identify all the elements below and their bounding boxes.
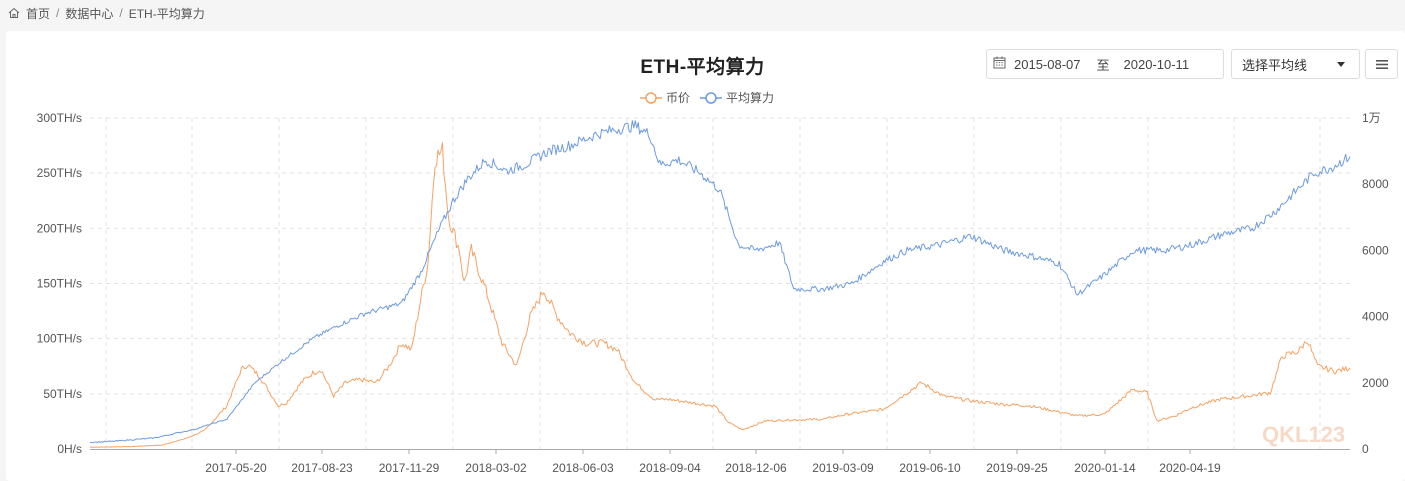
y-left-tick-label: 300TH/s [37,111,82,125]
breadcrumb-data-center[interactable]: 数据中心 [65,6,114,21]
y-left-tick-label: 50TH/s [43,387,82,401]
caret-down-icon [1337,61,1345,67]
y-right-tick-label: 4000 [1362,310,1389,324]
y-left-tick-label: 200TH/s [37,221,82,235]
y-left-tick-label: 150TH/s [37,277,82,291]
x-tick-label: 2017-08-23 [291,461,353,475]
y-left-tick-label: 0H/s [57,442,82,456]
x-tick-label: 2018-09-04 [639,461,701,475]
moving-average-value: 选择平均线 [1242,57,1308,73]
home-icon[interactable] [8,7,20,19]
x-tick-label: 2020-04-19 [1159,461,1221,475]
y-left-tick-label: 250TH/s [37,166,82,180]
hamburger-icon [1375,59,1388,69]
y-right-tick-label: 6000 [1362,243,1389,257]
price-series-line [89,142,1351,448]
y-right-tick-label: 0 [1362,442,1369,456]
x-tick-label: 2018-06-03 [552,461,614,475]
legend-item-price[interactable]: 币价 [640,89,690,106]
x-tick-label: 2020-01-14 [1074,461,1136,475]
date-range-picker[interactable]: 2015-08-07 至 2020-10-11 [986,49,1224,79]
y-right-tick-label: 8000 [1362,177,1389,191]
chart-title: ETH-平均算力 [640,57,765,78]
breadcrumb: 首页 / 数据中心 / ETH-平均算力 [8,4,205,22]
y-right-tick-label: 1万 [1362,111,1381,125]
x-tick-label: 2019-06-10 [899,461,961,475]
end-date-input[interactable]: 2020-10-11 [1123,56,1190,72]
y-right-tick-label: 2000 [1362,376,1389,390]
chart-legend: 币价 平均算力 [640,89,774,106]
calendar-icon [993,56,1006,72]
x-tick-label: 2019-09-25 [986,461,1048,475]
legend-marker-price-icon [640,91,662,104]
breadcrumb-separator: / [56,6,60,20]
legend-marker-hashrate-icon [700,91,723,104]
breadcrumb-home[interactable]: 首页 [26,6,51,21]
breadcrumb-current: ETH-平均算力 [128,6,205,21]
x-tick-label: 2017-05-20 [205,461,267,475]
breadcrumb-separator: / [119,6,123,20]
legend-label-hashrate: 平均算力 [726,91,775,105]
legend-label-price: 币价 [666,91,691,105]
moving-average-select[interactable]: 选择平均线 [1231,49,1360,79]
x-tick-label: 2019-03-09 [812,461,874,475]
hashrate-series-line [89,120,1351,444]
start-date-input[interactable]: 2015-08-07 [1014,56,1081,72]
watermark-logo: QKL123 [1262,422,1345,447]
chart-menu-button[interactable] [1365,49,1398,79]
date-range-separator: 至 [1096,57,1110,73]
x-tick-label: 2018-12-06 [725,461,787,475]
x-tick-label: 2018-03-02 [465,461,527,475]
x-tick-label: 2017-11-29 [379,461,440,475]
legend-item-hashrate[interactable]: 平均算力 [700,89,774,106]
y-left-tick-label: 100TH/s [37,332,82,346]
